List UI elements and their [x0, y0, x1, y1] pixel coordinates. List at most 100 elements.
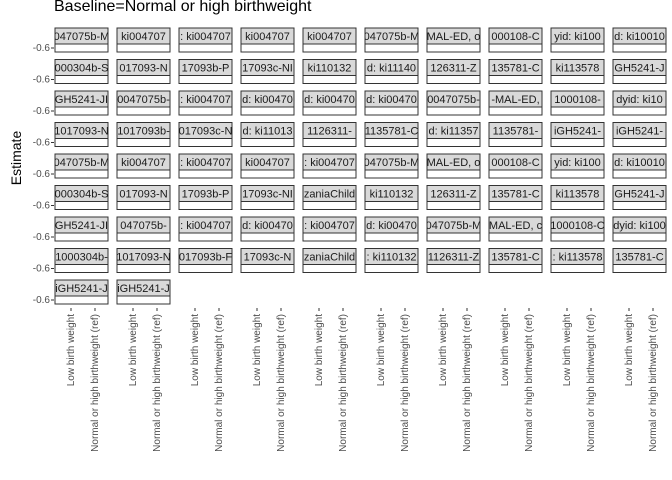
- facet-panel: [612, 75, 667, 84]
- y-tick-label: -0.6: [33, 138, 51, 149]
- chart-title: Baseline=Normal or high birthweight: [54, 0, 312, 15]
- facet-panel: [54, 138, 109, 147]
- facet-panel: [364, 232, 419, 242]
- x-tick-label: Low birth weight: [376, 314, 387, 386]
- x-tick-label: Normal or high birthweight (ref): [276, 314, 287, 452]
- facet-strip-label: d: ki00470: [304, 94, 355, 106]
- facet-strip-label: dyid: ki100: [613, 220, 666, 232]
- facet-panel: [426, 43, 481, 53]
- facet-strip-label: GH5241-J: [614, 189, 664, 201]
- x-tick-label: Low birth weight: [624, 314, 635, 386]
- facet-panel: [550, 138, 605, 147]
- x-tick-label: Normal or high birthweight (ref): [90, 314, 101, 452]
- facet-panel: [116, 75, 171, 84]
- facet-strip-label: d: ki00470: [242, 94, 293, 106]
- x-tick-label: Low birth weight: [66, 314, 77, 386]
- facet-panel: [364, 106, 419, 116]
- x-tick-label: Low birth weight: [314, 314, 325, 386]
- facet-panel: [302, 138, 357, 147]
- facet-strip-label: ki110132: [370, 189, 414, 201]
- x-tick-label: Low birth weight: [500, 314, 511, 386]
- facet-strip-label: 17093b-P: [182, 189, 230, 201]
- facet-strip-label: ki004707: [121, 157, 166, 169]
- facet-panel: [364, 169, 419, 179]
- facet-strip-label: 017093b-F: [179, 252, 232, 264]
- facet-panel: [54, 75, 109, 84]
- y-tick-label: -0.6: [33, 106, 51, 117]
- facet-panel: [426, 264, 481, 273]
- x-tick-label: Low birth weight: [562, 314, 573, 386]
- facet-panel: [240, 75, 295, 84]
- facet-strip-label: 017093c-N: [179, 126, 233, 138]
- facet-strip-label: dyid: ki10: [616, 94, 662, 106]
- facet-strip-label: MAL-ED, c: [489, 220, 543, 232]
- facet-strip-label: -MAL-ED,: [491, 94, 539, 106]
- facet-strip-label: 135781-C: [491, 252, 539, 264]
- facet-panel: [426, 232, 481, 242]
- facet-panel: [54, 106, 109, 116]
- x-tick-label: Low birth weight: [252, 314, 263, 386]
- facet-strip-label: 047075b-M: [54, 157, 110, 169]
- facet-panel: [54, 43, 109, 53]
- facet-panel: [240, 106, 295, 116]
- facet-strip-label: : ki004707: [180, 94, 231, 106]
- facet-strip-label: 1017093b-: [117, 126, 170, 138]
- facet-strip-label: ki004707: [121, 31, 166, 43]
- y-tick-label: -0.6: [33, 232, 51, 243]
- facet-strip-label: 017093-N: [119, 63, 167, 75]
- facet-panel: [612, 232, 667, 242]
- facet-strip-label: 1126311-: [307, 126, 352, 138]
- facet-strip-label: : ki004707: [180, 157, 231, 169]
- facet-panel: [426, 138, 481, 147]
- facet-panel: [302, 106, 357, 116]
- facet-strip-label: iGH5241-J: [117, 283, 170, 295]
- facet-panel: [54, 169, 109, 179]
- facet-strip-label: 017093-N: [119, 189, 167, 201]
- facet-panel: [550, 169, 605, 179]
- facet-strip-label: 047075b-M: [426, 220, 482, 232]
- facet-strip-label: ki110132: [308, 63, 352, 75]
- facet-panel: [178, 43, 233, 53]
- facet-strip-label: yid: ki100: [554, 31, 600, 43]
- facet-strip-label: 047075b-M: [364, 31, 420, 43]
- facet-panel: [364, 43, 419, 53]
- facet-panel: [116, 169, 171, 179]
- facet-strip-label: 135781-C: [615, 252, 663, 264]
- facet-strip-label: 1000108-C: [550, 220, 604, 232]
- facet-strip-label: d: ki11140: [367, 63, 416, 75]
- facet-panel: [116, 295, 171, 305]
- facet-panel: [178, 264, 233, 273]
- facet-strip-label: 1126311-Z: [428, 252, 480, 264]
- facet-panel: [302, 264, 357, 273]
- facet-panel: [116, 138, 171, 147]
- facet-strip-label: : ki004707: [304, 157, 355, 169]
- facet-panel: [240, 169, 295, 179]
- facet-strip-label: 1000304b-: [55, 252, 108, 264]
- facet-strip-label: 126311-Z: [430, 189, 477, 201]
- facet-strip-label: : ki110132: [367, 252, 417, 264]
- facet-panel: [550, 106, 605, 116]
- facet-strip-label: zaniaChild: [304, 252, 355, 264]
- facet-panel: [54, 295, 109, 305]
- facet-panel: [54, 232, 109, 242]
- facet-strip-label: GH5241-JI: [55, 220, 108, 232]
- x-tick-label: Normal or high birthweight (ref): [648, 314, 659, 452]
- facet-panel: [488, 201, 543, 210]
- facet-panel: [178, 169, 233, 179]
- facet-strip-label: : ki113578: [553, 252, 603, 264]
- facet-panel: [550, 43, 605, 53]
- facet-strip-label: ki113578: [556, 189, 600, 201]
- facet-strip-label: ki113578: [556, 63, 600, 75]
- facet-panel: [550, 201, 605, 210]
- facet-panel: [488, 106, 543, 116]
- facet-panel: [116, 264, 171, 273]
- facet-panel: [178, 138, 233, 147]
- facet-panel: [302, 201, 357, 210]
- facet-strip-label: ki004707: [245, 157, 290, 169]
- facet-panel: [488, 232, 543, 242]
- facet-strip-label: iGH5241-: [554, 126, 601, 138]
- facet-panel: [612, 169, 667, 179]
- facet-panel: [240, 43, 295, 53]
- facet-strip-label: 126311-Z: [430, 63, 477, 75]
